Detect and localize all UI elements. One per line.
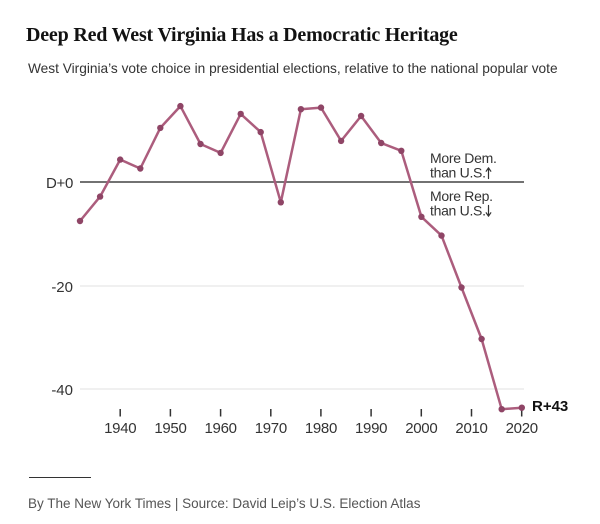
svg-text:1950: 1950: [154, 420, 186, 437]
svg-text:1970: 1970: [255, 420, 287, 437]
svg-text:More Dem.: More Dem.: [430, 150, 497, 166]
svg-text:than U.S.: than U.S.: [430, 203, 486, 219]
svg-text:D+0: D+0: [46, 175, 73, 192]
svg-text:1960: 1960: [205, 420, 237, 437]
svg-text:-20: -20: [51, 279, 73, 296]
svg-text:More Rep.: More Rep.: [430, 188, 493, 204]
svg-text:2000: 2000: [405, 420, 437, 437]
svg-text:1980: 1980: [305, 420, 337, 437]
svg-text:2010: 2010: [455, 420, 487, 437]
svg-text:than U.S.: than U.S.: [430, 165, 486, 181]
svg-text:1940: 1940: [104, 420, 136, 437]
svg-text:-40: -40: [51, 382, 73, 399]
svg-text:1990: 1990: [355, 420, 387, 437]
svg-text:R+43: R+43: [532, 398, 568, 415]
svg-text:2020: 2020: [506, 420, 538, 437]
